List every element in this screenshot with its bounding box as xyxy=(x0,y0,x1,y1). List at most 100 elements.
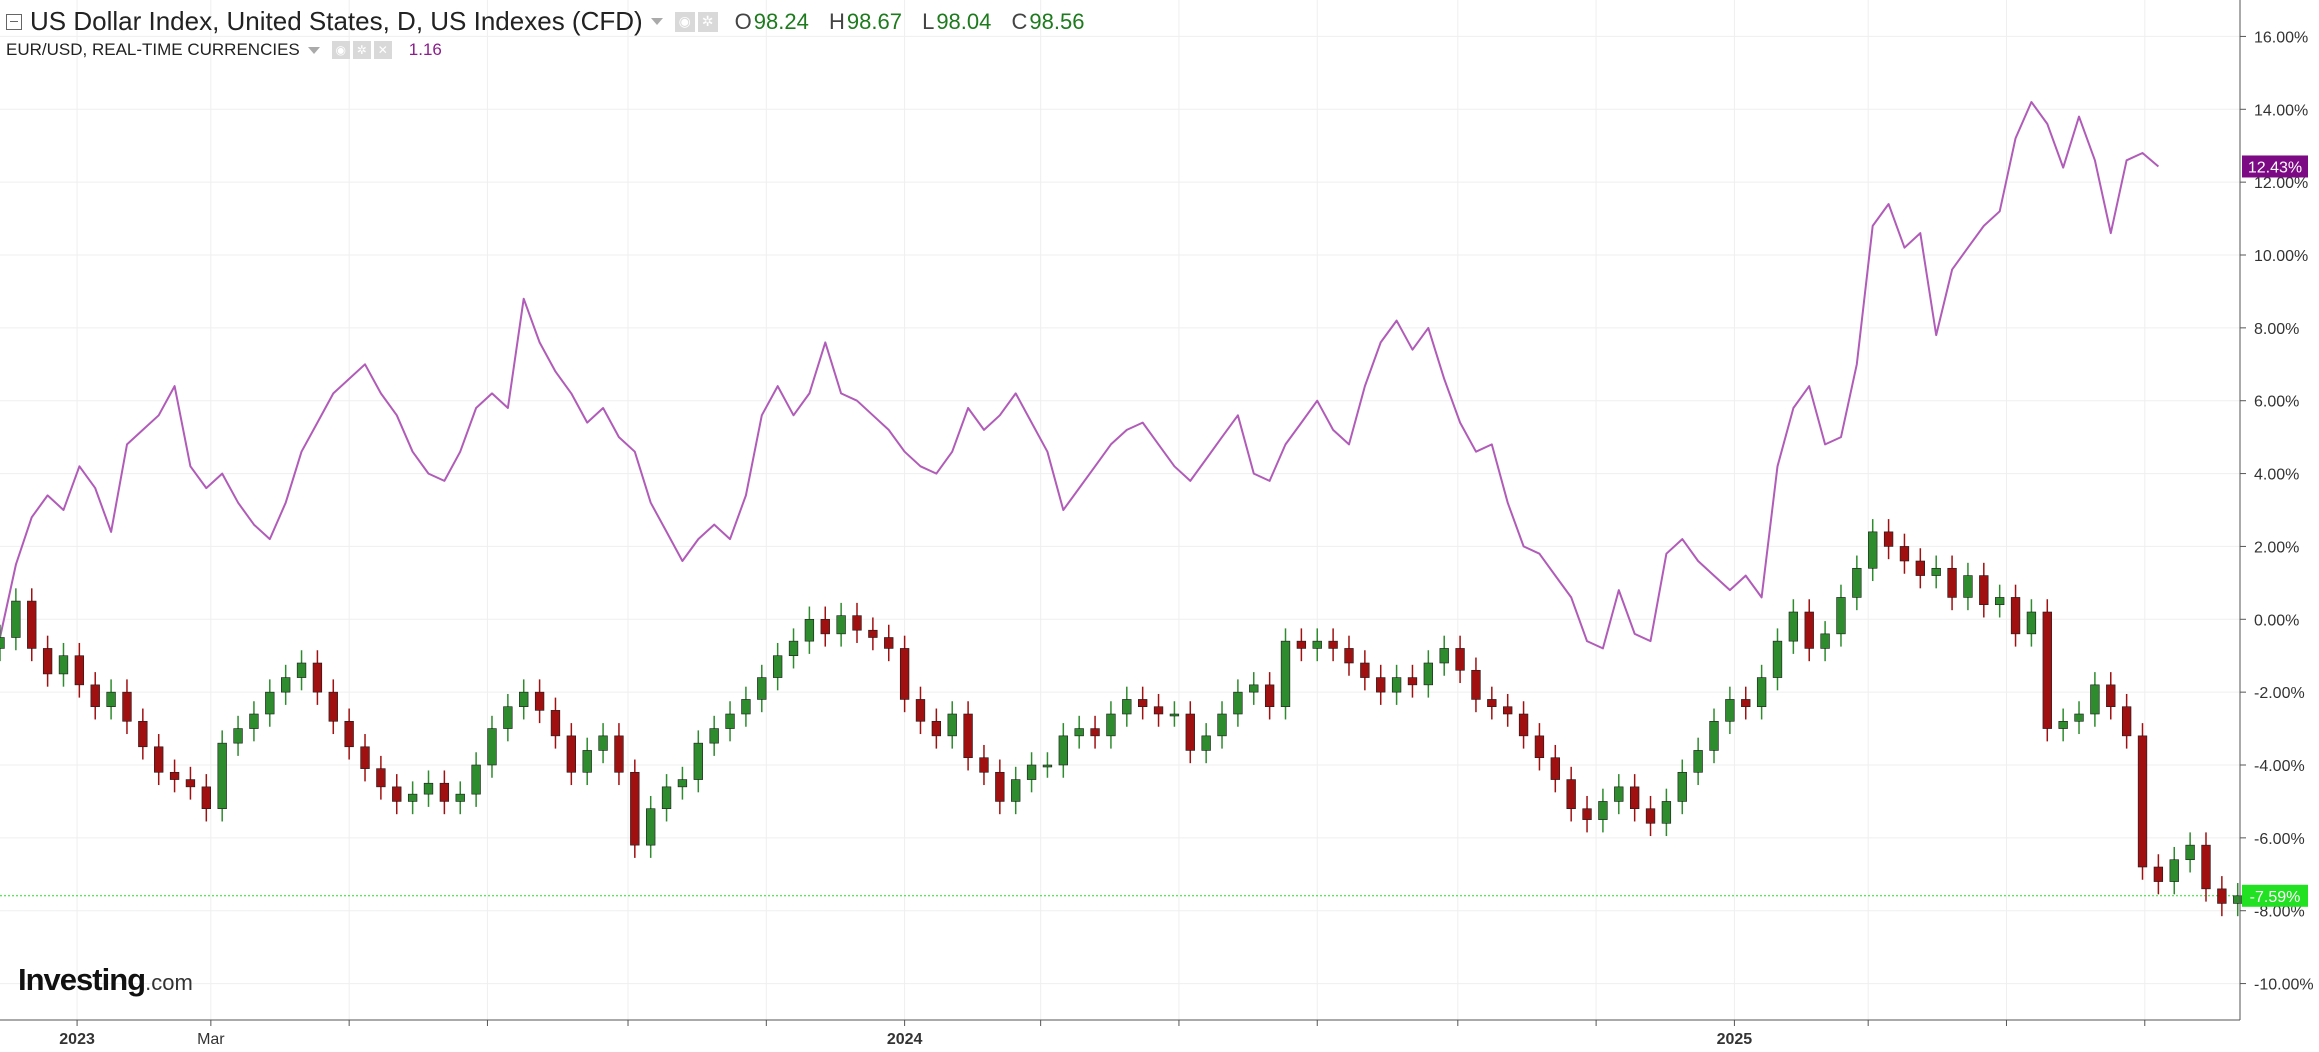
candle xyxy=(1883,519,1894,560)
candle xyxy=(1106,701,1116,749)
candle xyxy=(772,642,783,691)
candle-body xyxy=(249,713,259,729)
candle xyxy=(884,624,894,662)
candle-body xyxy=(582,750,592,773)
candle-body xyxy=(169,771,180,780)
candle-body xyxy=(1677,771,1687,802)
candle xyxy=(1455,635,1465,684)
ohlc-low-value: 98.04 xyxy=(936,8,992,34)
ohlc-low-key: L xyxy=(922,8,935,34)
last-value-badges: 12.43% -7.59% xyxy=(2242,155,2308,907)
candle-body xyxy=(1074,728,1084,737)
candle xyxy=(58,642,69,687)
candle xyxy=(963,701,973,771)
candle xyxy=(1503,693,1513,727)
plot-area xyxy=(0,101,2243,917)
candle xyxy=(1487,686,1497,720)
candle-body xyxy=(471,764,481,795)
y-tick-label: -10.00% xyxy=(2254,977,2314,994)
candle-body xyxy=(1471,669,1481,700)
candle-body xyxy=(1153,706,1164,715)
candle-body xyxy=(503,706,513,729)
legend-main-title[interactable]: US Dollar Index, United States, D, US In… xyxy=(30,6,643,36)
candle xyxy=(820,606,830,647)
gear-icon[interactable]: ✲ xyxy=(352,41,371,59)
candle-body xyxy=(233,728,243,744)
candle xyxy=(979,744,989,786)
candle-body xyxy=(1868,531,1878,569)
candle xyxy=(1598,788,1608,833)
candle-body xyxy=(2074,713,2084,722)
candle-body xyxy=(1169,713,1180,717)
candle-body xyxy=(1947,567,1957,598)
candle-body xyxy=(138,720,148,748)
eurusd-last-badge-bg xyxy=(2242,155,2308,178)
candle xyxy=(138,708,148,760)
candle xyxy=(1836,584,1846,647)
visibility-icon[interactable]: ◉ xyxy=(674,11,695,32)
candle-body xyxy=(1852,567,1862,598)
y-tick-label: 10.00% xyxy=(2254,248,2308,265)
candle-body xyxy=(1598,801,1608,820)
candle xyxy=(1772,628,1783,691)
candle xyxy=(154,734,164,786)
candle xyxy=(693,730,703,793)
candle xyxy=(106,679,116,720)
candle-body xyxy=(1979,575,1989,606)
chevron-down-icon[interactable] xyxy=(650,18,663,25)
candle-body xyxy=(852,615,862,631)
candle xyxy=(249,701,259,742)
candle-body xyxy=(1503,706,1513,715)
candle xyxy=(947,701,957,749)
candle-body xyxy=(1423,662,1434,686)
candle xyxy=(1471,657,1481,713)
y-tick-label: -8.00% xyxy=(2254,904,2305,921)
ohlc-open-value: 98.24 xyxy=(753,8,809,34)
candle-body xyxy=(1312,640,1322,649)
legend-compare-title[interactable]: EUR/USD, REAL-TIME CURRENCIES xyxy=(6,40,300,59)
candle xyxy=(439,770,450,815)
candle-body xyxy=(566,735,577,773)
candle-body xyxy=(2233,895,2243,904)
chevron-down-icon[interactable] xyxy=(307,46,320,54)
candle xyxy=(1534,723,1545,771)
candle-body xyxy=(693,742,703,780)
visibility-icon[interactable]: ◉ xyxy=(331,41,350,59)
candle xyxy=(899,635,910,713)
candle-body xyxy=(1645,808,1656,824)
candle xyxy=(1661,788,1672,837)
candle xyxy=(233,715,243,756)
candle-body xyxy=(804,618,815,642)
candle xyxy=(312,650,323,705)
gear-icon[interactable]: ✲ xyxy=(697,11,718,32)
candle-body xyxy=(820,618,830,635)
candle-body xyxy=(1963,575,1973,598)
candle xyxy=(1582,795,1592,833)
ohlc-high-key: H xyxy=(828,8,845,34)
candle xyxy=(42,635,53,687)
candle-body xyxy=(1820,633,1830,649)
candle xyxy=(407,781,418,815)
logo-brand: Investing xyxy=(18,962,146,997)
candle xyxy=(344,708,354,760)
close-icon[interactable]: ✕ xyxy=(373,41,392,59)
candle-body xyxy=(1217,713,1227,737)
candle-body xyxy=(1614,786,1624,802)
candle-body xyxy=(1661,801,1672,824)
y-tick-label: 14.00% xyxy=(2254,102,2308,119)
collapse-icon[interactable] xyxy=(6,13,22,30)
candle-body xyxy=(344,720,354,748)
candle xyxy=(534,679,545,724)
dxy-last-badge: -7.59% xyxy=(2242,884,2308,907)
series-line-eurusd xyxy=(0,101,2160,650)
candle xyxy=(1153,693,1164,727)
y-tick-label: -6.00% xyxy=(2254,831,2305,848)
candle-body xyxy=(788,640,799,657)
ohlc-high-value: 98.67 xyxy=(846,8,902,34)
candle xyxy=(1296,628,1307,662)
candle-body xyxy=(1439,648,1449,664)
candle-body xyxy=(1899,546,1910,562)
candle-body xyxy=(2042,611,2052,729)
candle-body xyxy=(963,713,973,759)
